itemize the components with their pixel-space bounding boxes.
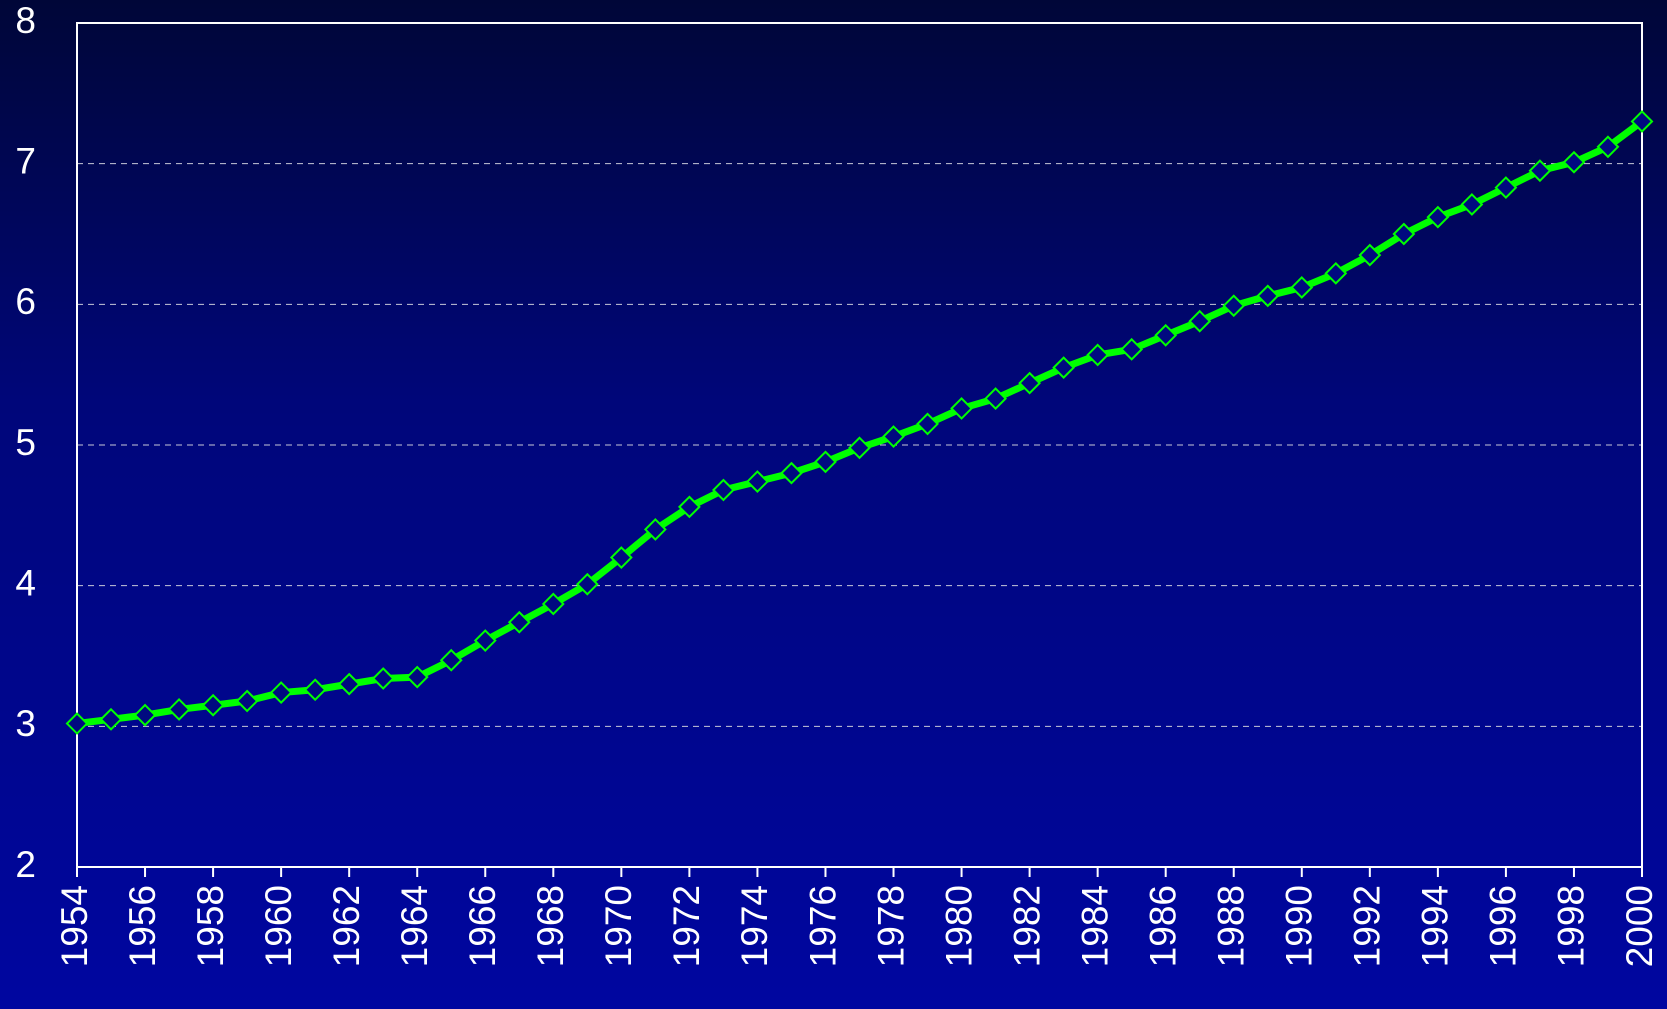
marker: [575, 572, 599, 596]
x-tick-label: 1966: [462, 885, 503, 967]
marker: [609, 546, 633, 569]
marker: [1290, 276, 1314, 299]
marker: [507, 610, 531, 634]
x-tick-label: 1984: [1074, 885, 1115, 967]
series-line: [76, 118, 1645, 727]
y-tick-label: 8: [15, 0, 36, 41]
x-tick-label: 1996: [1483, 885, 1524, 967]
x-tick-label: 1974: [734, 885, 775, 967]
y-tick-label: 3: [15, 703, 36, 744]
marker: [848, 436, 871, 460]
marker: [371, 667, 395, 690]
marker: [99, 707, 123, 731]
x-tick-label: 1970: [598, 885, 639, 967]
marker: [65, 712, 89, 735]
marker: [167, 698, 191, 721]
x-tick-label: 1972: [666, 885, 707, 967]
marker: [1596, 135, 1620, 159]
y-tick-label: 4: [15, 562, 36, 603]
marker: [439, 648, 463, 672]
marker: [201, 693, 225, 717]
x-tick-label: 2000: [1619, 885, 1660, 967]
x-tick-label: 1956: [122, 885, 163, 967]
marker: [133, 703, 157, 727]
y-tick-label: 2: [15, 844, 36, 885]
marker: [814, 450, 837, 474]
marker: [1358, 243, 1382, 267]
marker: [1494, 176, 1518, 199]
marker: [269, 681, 293, 704]
y-tick-label: 5: [15, 422, 36, 463]
marker: [1460, 193, 1484, 216]
x-tick-label: 1964: [394, 885, 435, 967]
marker: [916, 412, 939, 436]
x-tick-label: 1960: [258, 885, 299, 967]
x-tick-label: 1958: [190, 885, 231, 967]
marker: [643, 517, 667, 541]
x-tick-label: 1982: [1006, 885, 1047, 967]
marker: [882, 425, 905, 448]
x-tick-label: 1954: [54, 885, 95, 967]
x-tick-label: 1988: [1211, 885, 1252, 967]
marker: [711, 478, 735, 502]
plot-border: [76, 22, 1643, 868]
x-tick-label: 1998: [1551, 885, 1592, 967]
x-tick-label: 1962: [326, 885, 367, 967]
marker: [1324, 261, 1348, 285]
x-tick-label: 1968: [530, 885, 571, 967]
marker: [1188, 309, 1212, 333]
marker: [235, 689, 259, 713]
marker: [1154, 323, 1178, 347]
marker: [1426, 205, 1450, 229]
y-tick-label: 6: [15, 281, 36, 322]
marker: [1018, 371, 1042, 395]
marker: [1630, 110, 1654, 133]
x-tick-label: 1976: [802, 885, 843, 967]
marker: [1120, 337, 1144, 361]
marker: [1528, 159, 1552, 183]
marker: [1052, 356, 1076, 380]
marker: [473, 629, 497, 652]
x-tick-label: 1990: [1279, 885, 1320, 967]
marker: [1086, 343, 1110, 367]
marker: [950, 397, 973, 420]
marker: [1222, 294, 1246, 318]
marker: [1562, 150, 1586, 174]
marker: [1256, 284, 1280, 308]
marker: [303, 678, 327, 702]
marker: [541, 592, 565, 616]
marker: [337, 672, 361, 696]
marker: [746, 470, 769, 493]
y-tick-label: 7: [15, 140, 36, 181]
x-tick-label: 1994: [1415, 885, 1456, 967]
x-tick-label: 1992: [1347, 885, 1388, 967]
marker: [1392, 222, 1416, 246]
marker: [984, 387, 1008, 410]
marker: [677, 495, 701, 519]
x-tick-label: 1978: [870, 885, 911, 967]
marker: [780, 461, 803, 485]
x-tick-label: 1980: [938, 885, 979, 967]
x-tick-label: 1986: [1142, 885, 1183, 967]
marker: [405, 665, 429, 689]
